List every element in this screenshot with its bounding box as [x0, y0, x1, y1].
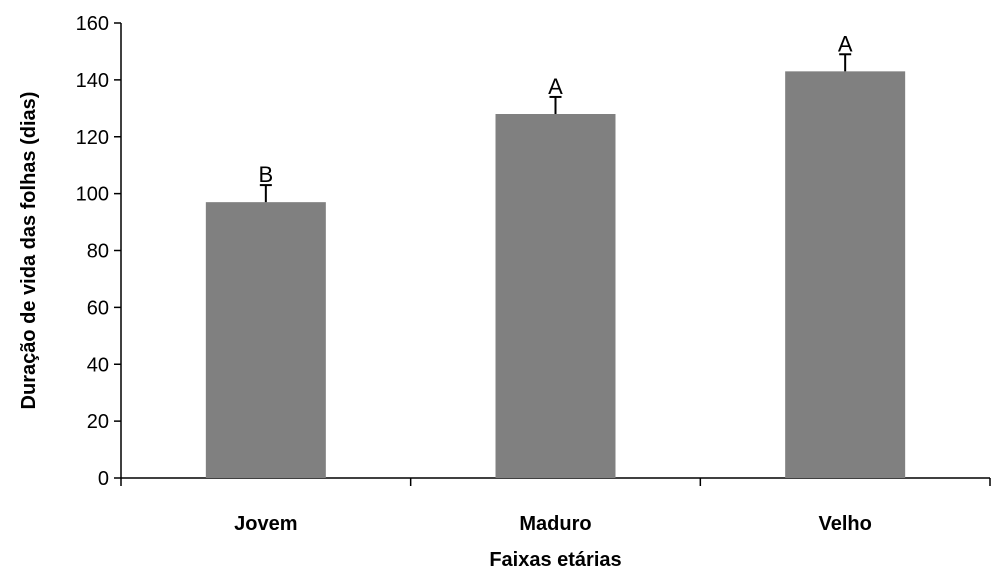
y-tick-label: 100 — [76, 184, 109, 206]
bars — [205, 71, 906, 478]
category-label-maduro: Maduro — [519, 513, 591, 535]
y-tick-label: 140 — [76, 70, 109, 92]
significance-labels: B A A — [258, 31, 852, 187]
y-tick-label: 120 — [76, 127, 109, 149]
y-tick-label: 80 — [87, 241, 109, 263]
y-tick-label: 0 — [98, 468, 109, 490]
significance-label-jovem: B — [258, 162, 273, 187]
y-tick-label: 160 — [76, 13, 109, 35]
x-ticks — [120, 478, 991, 486]
bar-maduro — [495, 114, 616, 478]
error-bars — [259, 53, 852, 203]
category-label-jovem: Jovem — [234, 513, 297, 535]
x-axis-title: Faixas etárias — [489, 549, 621, 571]
y-tick-label: 20 — [87, 411, 109, 433]
y-tick-label: 60 — [87, 297, 109, 319]
y-axis-title: Duração de vida das folhas (dias) — [18, 92, 40, 410]
y-ticks: 0 20 40 60 80 100 120 140 160 — [76, 13, 121, 490]
significance-label-velho: A — [838, 31, 853, 56]
bar-velho — [785, 71, 906, 478]
significance-label-maduro: A — [548, 74, 563, 99]
y-tick-label: 40 — [87, 354, 109, 376]
category-label-velho: Velho — [818, 513, 871, 535]
bar-jovem — [205, 202, 326, 478]
category-labels: Jovem Maduro Velho — [234, 513, 872, 535]
